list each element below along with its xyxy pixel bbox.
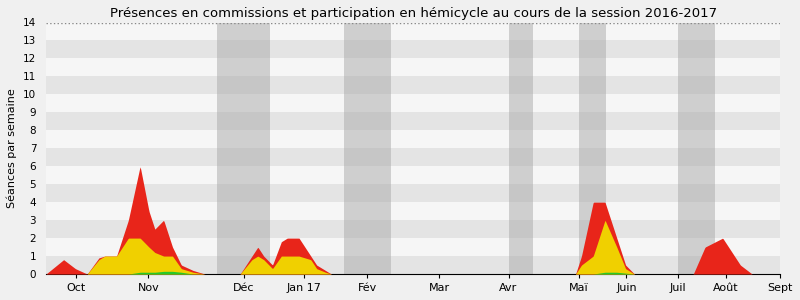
Bar xyxy=(46,76,780,94)
Bar xyxy=(46,130,780,148)
Bar xyxy=(46,4,780,22)
Bar xyxy=(46,148,780,166)
Bar xyxy=(678,22,714,274)
Bar xyxy=(46,184,780,202)
Title: Présences en commissions et participation en hémicycle au cours de la session 20: Présences en commissions et participatio… xyxy=(110,7,717,20)
Bar xyxy=(46,112,780,130)
Bar xyxy=(46,94,780,112)
Bar xyxy=(46,238,780,256)
Bar xyxy=(46,40,780,58)
Bar xyxy=(46,58,780,76)
Bar xyxy=(579,22,606,274)
Bar xyxy=(46,166,780,184)
Bar xyxy=(344,22,390,274)
Y-axis label: Séances par semaine: Séances par semaine xyxy=(7,88,18,208)
Bar xyxy=(509,22,534,274)
Bar xyxy=(46,22,780,40)
Bar xyxy=(46,202,780,220)
Bar xyxy=(46,220,780,238)
Bar xyxy=(46,256,780,274)
Bar xyxy=(217,22,270,274)
